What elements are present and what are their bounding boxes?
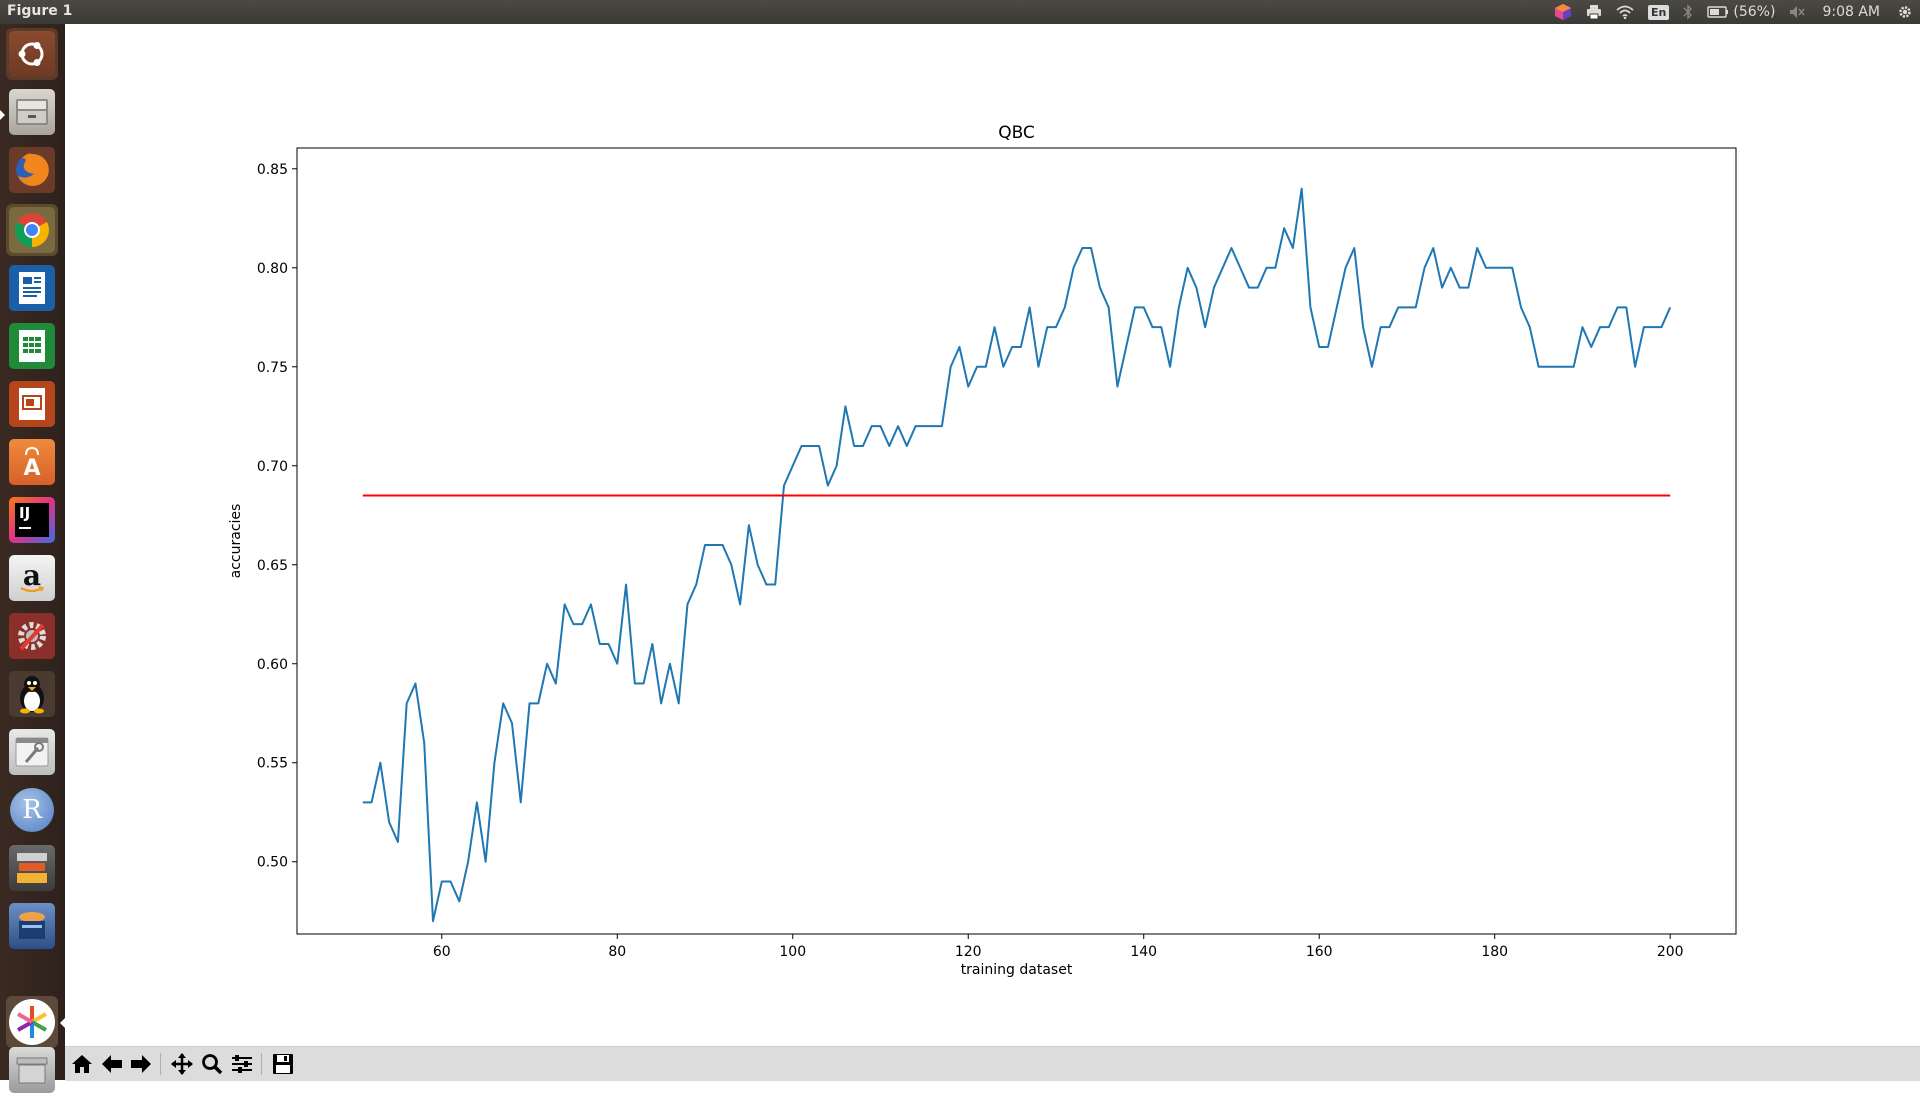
battery-indicator[interactable]: (56%) [1700,0,1782,24]
x-axis-label: training dataset [961,962,1073,978]
keyboard-layout-label: En [1648,4,1670,20]
y-tick-label: 0.70 [257,459,288,475]
configure-icon[interactable] [228,1051,256,1077]
system-settings-icon[interactable] [6,610,58,662]
svg-text:A: A [23,456,40,479]
trash-icon[interactable] [6,1044,58,1096]
y-tick-label: 0.60 [257,657,288,673]
clock[interactable]: 9:08 AM [1822,4,1880,20]
wifi-icon[interactable] [1609,0,1641,24]
y-tick-label: 0.85 [257,162,288,178]
y-tick-label: 0.55 [257,756,288,772]
back-icon[interactable] [98,1051,126,1077]
intellij-label: IJ [19,504,31,522]
system-tray: En (56%) 9:08 AM [1547,0,1920,24]
penguin-icon[interactable] [6,668,58,720]
forward-icon[interactable] [127,1051,155,1077]
figure-canvas[interactable]: 0.50 0.55 0.60 0.65 0.70 0.75 0.80 0.85 60 80 100… [65,24,1920,1046]
r-icon[interactable]: R [6,784,58,836]
save-icon[interactable] [269,1051,297,1077]
plot-series [362,187,1672,923]
launcher: A IJ a [0,24,65,1093]
y-axis: 0.50 0.55 0.60 0.65 0.70 0.75 0.80 0.85 [257,162,297,871]
y-axis-label: accuracies [228,504,244,579]
amazon-icon[interactable]: a [6,552,58,604]
y-tick-label: 0.50 [257,855,288,871]
intellij-icon[interactable]: IJ [6,494,58,546]
x-tick-label: 160 [1306,944,1333,960]
x-tick-label: 140 [1130,944,1157,960]
firefox-icon[interactable] [6,144,58,196]
keyboard-layout-indicator[interactable]: En [1641,0,1676,24]
x-tick-label: 100 [779,944,806,960]
volume-muted-icon[interactable] [1782,0,1812,24]
cube-app-icon[interactable] [1547,0,1579,24]
amazon-label: a [22,559,42,592]
toolbar-separator [160,1053,161,1075]
settings-gear-icon[interactable] [1890,0,1920,24]
x-tick-label: 180 [1481,944,1508,960]
pinwheel-icon[interactable] [6,996,58,1048]
files-icon[interactable] [6,86,58,138]
media-icon[interactable] [6,900,58,952]
bluetooth-icon[interactable] [1676,0,1700,24]
y-tick-label: 0.75 [257,360,288,376]
top-panel: Figure 1 En (56%) 9:08 AM [0,0,1920,24]
chart-title: QBC [998,123,1035,143]
y-tick-label: 0.80 [257,261,288,277]
window-title: Figure 1 [7,3,73,19]
accuracy-series-line [362,187,1672,923]
chrome-icon[interactable] [6,204,58,256]
x-tick-label: 200 [1657,944,1684,960]
axes-frame [296,147,1737,935]
y-tick-label: 0.65 [257,558,288,574]
x-tick-label: 120 [955,944,982,960]
toolbar-separator [261,1053,262,1075]
writer-icon[interactable] [6,262,58,314]
stacked-apps-icon[interactable] [6,842,58,894]
software-center-icon[interactable]: A [6,436,58,488]
pan-icon[interactable] [168,1051,196,1077]
x-tick-label: 60 [433,944,451,960]
ubuntu-dash-icon[interactable] [6,28,58,80]
battery-icon [1707,6,1729,18]
r-label: R [22,795,42,825]
x-tick-label: 80 [608,944,626,960]
calc-icon[interactable] [6,320,58,372]
printer-icon[interactable] [1579,0,1609,24]
battery-percentage: (56%) [1733,4,1776,20]
x-axis: 60 80 100 120 140 160 180 200 [433,934,1684,960]
impress-icon[interactable] [6,378,58,430]
home-icon[interactable] [68,1051,96,1077]
system-tools-icon[interactable] [6,726,58,778]
navigation-toolbar [65,1046,1920,1081]
zoom-icon[interactable] [198,1051,226,1077]
line-chart: 0.50 0.55 0.60 0.65 0.70 0.75 0.80 0.85 60 80 100… [228,123,1737,978]
